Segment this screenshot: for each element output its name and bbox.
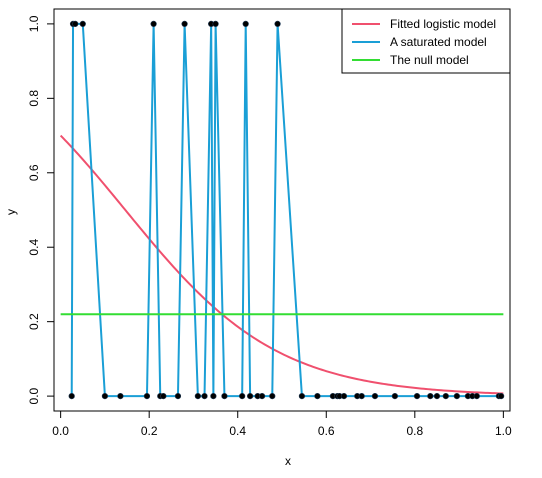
data-point <box>314 393 321 400</box>
data-point <box>413 393 421 400</box>
data-point <box>498 393 505 400</box>
legend-label: Fitted logistic model <box>390 17 496 31</box>
series-line-fitted-logistic-model <box>59 134 504 395</box>
data-point <box>150 20 157 27</box>
data-point <box>247 393 254 400</box>
y-tick-label: 0.2 <box>27 313 41 330</box>
x-tick-label: 0.4 <box>229 424 246 438</box>
y-tick-label: 0.4 <box>27 239 41 256</box>
x-tick-label: 0.8 <box>406 424 423 438</box>
data-point <box>358 393 365 400</box>
points-layer <box>68 20 505 400</box>
data-point <box>101 393 109 400</box>
legend-label: A saturated model <box>390 35 487 49</box>
data-point <box>174 393 182 400</box>
data-point <box>201 393 208 400</box>
data-point <box>453 393 460 400</box>
data-point <box>298 393 306 400</box>
legend: Fitted logistic model A saturated model Th… <box>341 8 511 74</box>
series-layer <box>59 22 504 398</box>
data-point <box>212 20 219 27</box>
data-point <box>181 20 188 27</box>
data-point <box>117 393 124 400</box>
data-point <box>160 393 167 400</box>
series-line-a-saturated-model <box>70 22 502 398</box>
data-point <box>427 393 434 400</box>
y-tick-label: 0.8 <box>27 90 41 107</box>
data-point <box>274 20 281 27</box>
data-point <box>473 393 480 400</box>
x-axis-label: x <box>285 454 291 468</box>
data-point <box>143 393 151 400</box>
data-point <box>258 393 266 400</box>
data-point <box>442 393 449 400</box>
x-tick-label: 0.0 <box>52 424 69 438</box>
data-point <box>340 393 348 400</box>
y-axis-label: y <box>4 209 18 215</box>
data-point <box>433 393 441 400</box>
data-point <box>239 393 246 400</box>
x-axis: 0.0 0.2 0.4 0.6 0.8 1.0 <box>52 410 512 438</box>
x-tick-label: 1.0 <box>495 424 512 438</box>
y-axis: 0.0 0.2 0.4 0.6 0.8 1.0 <box>27 15 55 404</box>
data-point <box>269 393 276 400</box>
data-point <box>210 393 217 400</box>
data-point <box>194 393 201 400</box>
data-point <box>391 393 398 400</box>
data-point <box>79 20 86 27</box>
data-point <box>68 393 75 400</box>
data-point <box>371 393 379 400</box>
x-tick-label: 0.2 <box>141 424 158 438</box>
y-tick-label: 1.0 <box>27 15 41 32</box>
data-point <box>72 20 79 27</box>
legend-label: The null model <box>390 53 469 67</box>
y-tick-label: 0.6 <box>27 164 41 181</box>
x-tick-label: 0.6 <box>318 424 335 438</box>
y-tick-label: 0.0 <box>27 387 41 404</box>
data-point <box>221 393 228 400</box>
data-point <box>242 20 249 27</box>
